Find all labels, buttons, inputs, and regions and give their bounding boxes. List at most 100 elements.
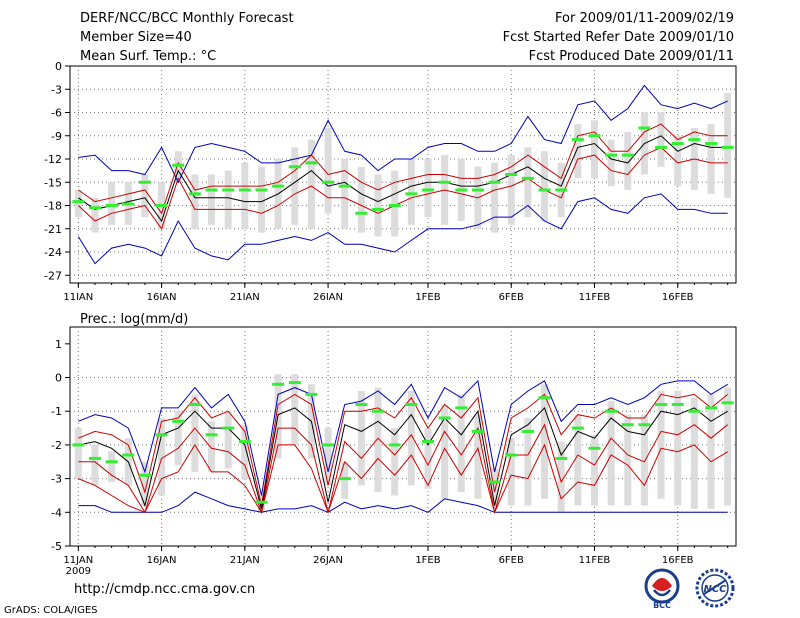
ensemble-range-bar: [191, 174, 199, 229]
ensemble-range-bar: [557, 441, 565, 513]
x-tick-label: 16FEB: [662, 292, 694, 300]
median-marker: [172, 163, 185, 167]
median-marker: [405, 402, 418, 406]
ensemble-range-bar: [657, 391, 665, 499]
median-marker: [521, 176, 534, 180]
ensemble-range-bar: [457, 394, 465, 493]
ensemble-range-bar: [357, 166, 365, 233]
ensemble-range-bar: [307, 139, 315, 229]
series-line-max: [78, 84, 728, 184]
median-marker: [238, 188, 251, 192]
ensemble-range-bar: [607, 139, 615, 187]
median-marker: [255, 188, 268, 192]
median-marker: [188, 192, 201, 196]
x-tick-label: 11FEB: [579, 555, 611, 566]
ensemble-range-bar: [541, 151, 549, 221]
median-marker: [288, 381, 301, 385]
x-year-label: 2009: [66, 566, 91, 577]
ensemble-range-bar: [707, 124, 715, 194]
median-marker: [538, 396, 551, 400]
ensemble-range-bar: [674, 135, 682, 187]
median-marker: [138, 180, 151, 184]
ensemble-range-bar: [674, 391, 682, 506]
median-marker: [688, 138, 701, 142]
median-marker: [655, 402, 668, 406]
x-tick-label: 26JAN: [313, 555, 343, 566]
x-tick-label: 1FEB: [415, 292, 440, 300]
y-tick-label: -4: [51, 506, 62, 519]
x-tick-label: 6FEB: [499, 555, 524, 566]
x-tick-label: 11JAN: [63, 292, 93, 300]
series-line-max: [78, 379, 728, 496]
median-marker: [688, 409, 701, 413]
median-marker: [305, 161, 318, 165]
ensemble-range-bar: [374, 387, 382, 493]
median-marker: [488, 480, 501, 484]
header-title: DERF/NCC/BCC Monthly Forecast: [80, 11, 294, 26]
plot-frame: [69, 326, 737, 547]
median-marker: [372, 409, 385, 413]
median-marker: [555, 456, 568, 460]
median-marker: [421, 188, 434, 192]
ensemble-range-bar: [407, 159, 415, 225]
temperature-chart: 0 -3 -6 -9 -12 -15 -18 -21 -24 -27 11JAN 16JAN 21JAN…: [44, 60, 737, 300]
y-tick-label: -1: [51, 405, 62, 418]
panel-title: Prec.: log(mm/d): [80, 312, 188, 327]
median-marker: [322, 443, 335, 447]
median-marker: [388, 443, 401, 447]
ensemble-range-bar: [624, 414, 632, 506]
median-marker: [188, 402, 201, 406]
median-marker: [721, 145, 734, 149]
ensemble-range-bar: [291, 147, 299, 225]
ensemble-range-bar: [174, 151, 182, 183]
x-tick-label: 1FEB: [415, 555, 440, 566]
header-period: For 2009/01/11-2009/02/19: [555, 11, 734, 26]
series-line-mean: [78, 406, 728, 510]
ensemble-range-bar: [424, 159, 432, 218]
footer-credit: GrADS: COLA/IGES: [4, 605, 98, 616]
y-tick-label: -5: [51, 540, 62, 553]
median-marker: [138, 473, 151, 477]
median-marker: [272, 184, 285, 188]
series-line-min: [77, 193, 728, 265]
ensemble-range-bar: [574, 124, 582, 179]
median-marker: [638, 126, 651, 130]
median-marker: [288, 165, 301, 169]
median-marker: [355, 402, 368, 406]
ensemble-range-bar: [574, 414, 582, 506]
header-start-date: Fcst Started Refer Date 2009/01/10: [502, 30, 734, 45]
y-tick-label: -2: [51, 439, 62, 452]
median-marker: [455, 406, 468, 410]
median-marker: [355, 211, 368, 215]
median-marker: [505, 453, 518, 457]
footer-url[interactable]: http://cmdp.ncc.cma.gov.cn: [74, 582, 256, 597]
x-tick-label: 21JAN: [230, 292, 260, 300]
y-tick-label: -3: [51, 473, 62, 486]
ensemble-range-bar: [707, 394, 715, 509]
median-marker: [155, 204, 168, 207]
y-tick-label: 0: [55, 60, 62, 73]
median-marker: [505, 173, 518, 176]
median-marker: [471, 429, 484, 433]
header-member-size: Member Size=40: [80, 30, 192, 45]
ensemble-range-bar: [724, 387, 732, 506]
median-marker: [222, 188, 235, 192]
median-marker: [588, 134, 601, 138]
median-marker: [471, 188, 484, 192]
median-marker: [122, 202, 135, 206]
median-marker: [172, 419, 185, 423]
ensemble-range-bar: [341, 461, 349, 499]
x-tick-label: 26JAN: [313, 292, 343, 300]
ensemble-range-bar: [491, 468, 499, 509]
median-marker: [155, 433, 168, 437]
series-line-mean: [78, 135, 728, 223]
median-marker: [205, 433, 218, 437]
y-tick-label: -15: [44, 176, 62, 189]
median-marker: [538, 188, 551, 192]
median-marker: [338, 477, 351, 481]
median-marker: [438, 180, 451, 184]
median-marker: [521, 429, 534, 433]
ensemble-range-bar: [108, 182, 116, 225]
plot-frame: [69, 65, 737, 284]
ensemble-range-bar: [724, 93, 732, 198]
